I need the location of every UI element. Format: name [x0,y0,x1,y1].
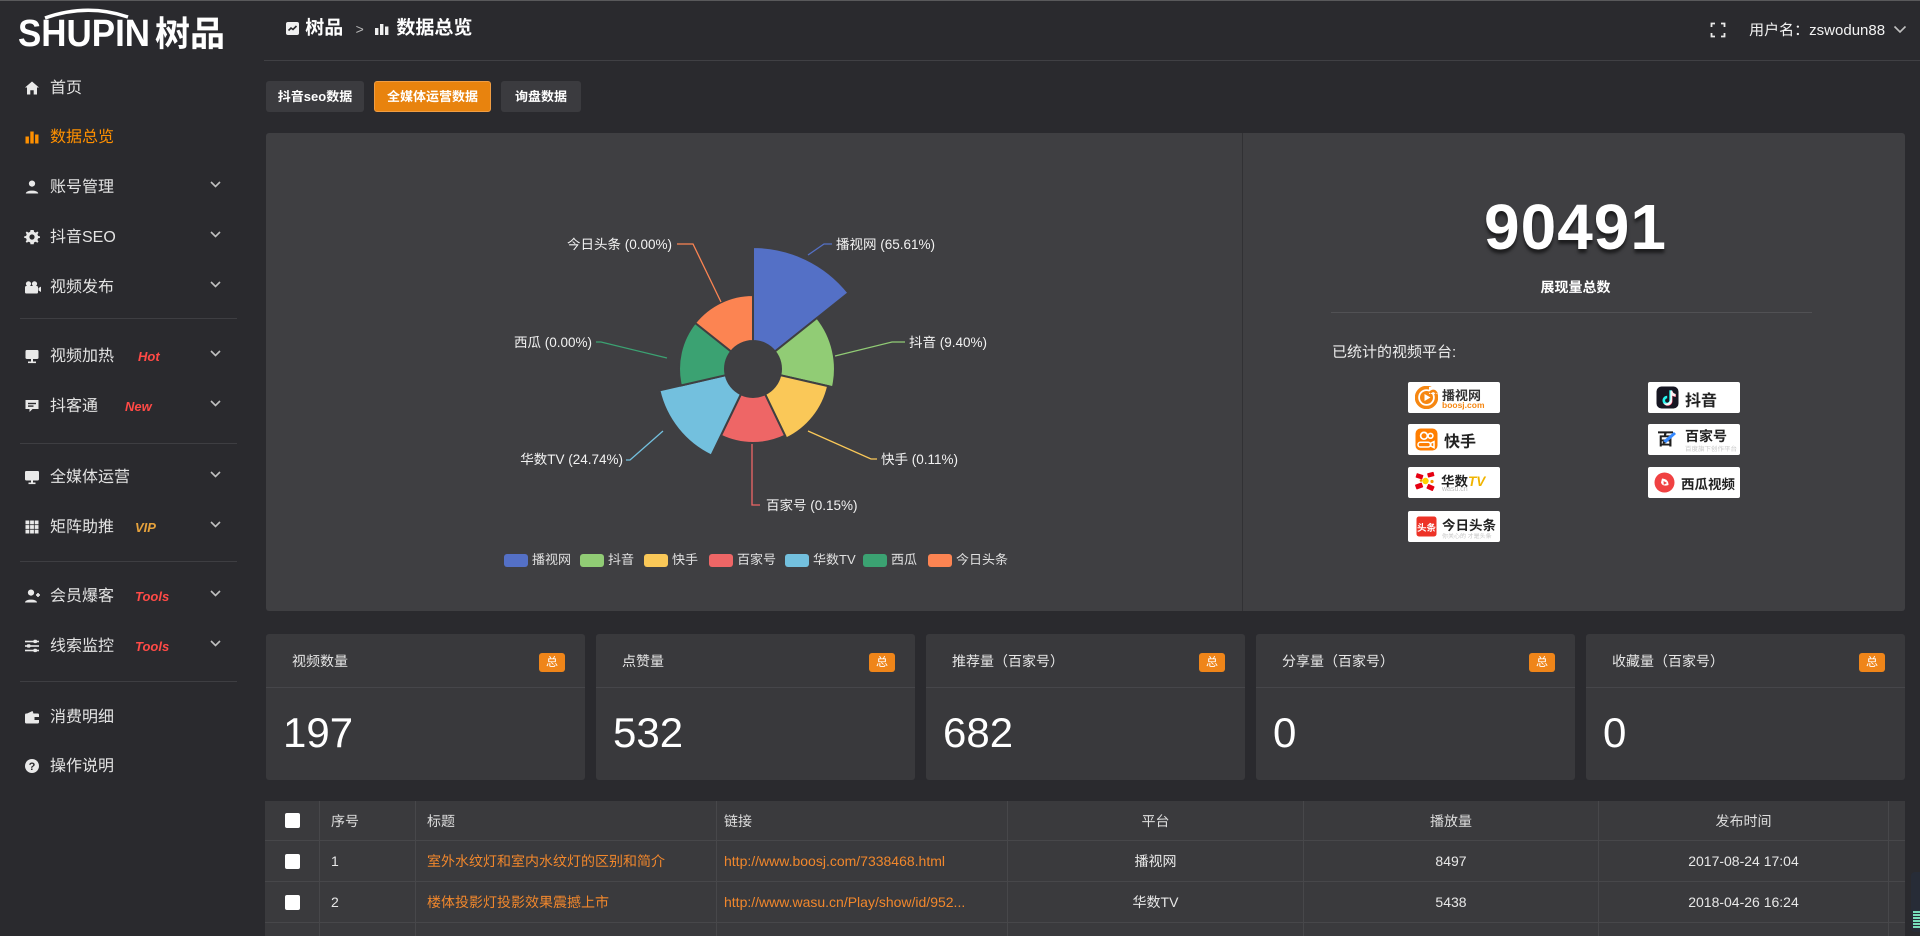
svg-text:?: ? [29,761,36,773]
svg-text:SHUPIN: SHUPIN [18,13,150,55]
svg-text:今日头条 (0.00%): 今日头条 (0.00%) [567,237,672,252]
svg-text:百家号 (0.15%): 百家号 (0.15%) [766,498,858,513]
svg-text:头条: 头条 [1417,520,1437,534]
svg-text:抖音 (9.40%): 抖音 (9.40%) [909,335,987,350]
svg-text:华数TV (24.74%): 华数TV (24.74%) [520,452,623,467]
svg-text:西瓜 (0.00%): 西瓜 (0.00%) [514,335,592,350]
svg-text:播视网 (65.61%): 播视网 (65.61%) [836,237,935,252]
svg-text:树品: 树品 [155,6,225,57]
svg-text:快手 (0.11%): 快手 (0.11%) [881,452,958,467]
